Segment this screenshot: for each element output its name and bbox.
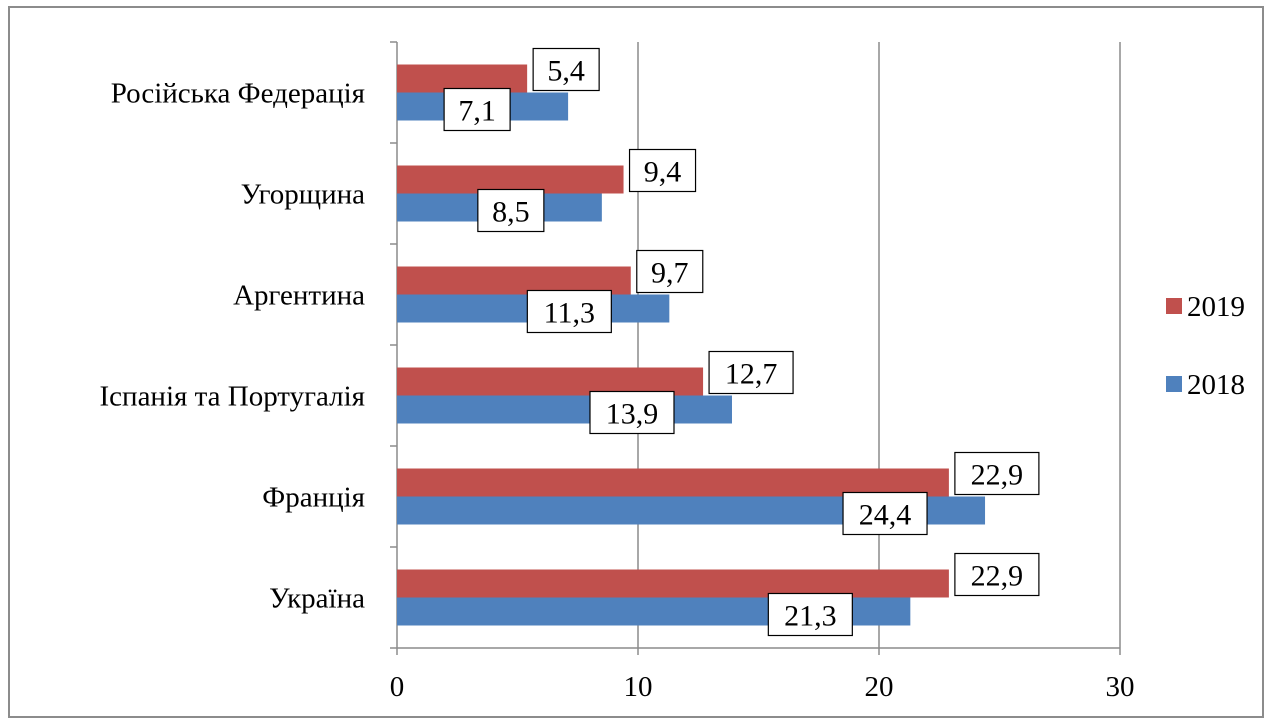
data-label-box-2018 [477, 188, 545, 233]
data-label-2019: 12,7 [725, 358, 778, 391]
bar-2019 [397, 165, 624, 194]
data-label-box-2018 [767, 592, 853, 637]
axes [390, 41, 1121, 655]
category-label: Російська Федерація [111, 78, 365, 110]
data-label-box-2019 [636, 249, 704, 294]
legend-swatch-2018 [1166, 376, 1182, 392]
data-label-box-2019 [954, 552, 1040, 597]
category-label: Франція [262, 482, 365, 514]
data-label-2018: 21,3 [784, 600, 837, 633]
category-label: Аргентина [233, 280, 365, 312]
bar-2018 [397, 395, 732, 424]
data-label-box-2019 [954, 451, 1040, 496]
data-label-2019: 9,4 [644, 156, 682, 189]
data-label-2018: 8,5 [492, 196, 530, 229]
bar-2019 [397, 64, 528, 93]
data-label-box-2019 [532, 47, 600, 92]
x-tick-label: 30 [1106, 671, 1135, 703]
data-label-box-2019 [628, 148, 697, 193]
gridlines [637, 42, 1121, 648]
data-label-2019: 5,4 [547, 55, 585, 88]
bars [397, 64, 986, 626]
data-label-2019: 22,9 [971, 560, 1024, 593]
legend-label-2018: 2018 [1187, 369, 1245, 401]
x-tick-label: 0 [390, 671, 405, 703]
category-label: Іспанія та Португалія [100, 381, 365, 413]
bar-2019 [397, 266, 631, 295]
data-label-2018: 13,9 [606, 398, 659, 431]
data-label-box-2018 [526, 289, 612, 334]
bar-2019 [397, 468, 949, 497]
x-tick-labels: 0 10 20 30 [390, 671, 1135, 703]
data-label-box-2018 [842, 491, 928, 536]
legend-label-2019: 2019 [1187, 291, 1245, 323]
category-label: Угорщина [241, 179, 366, 211]
category-label: Україна [269, 583, 365, 615]
category-labels: Російська Федерація Угорщина Аргентина Іспа… [100, 78, 366, 615]
data-label-box-2018 [589, 390, 675, 435]
data-label-2019: 22,9 [971, 459, 1024, 492]
data-label-2019: 9,7 [651, 257, 689, 290]
data-label-box-2019 [708, 350, 794, 395]
data-labels: 5,4 7,1 9,4 8,5 9,7 11,3 12,7 13,9 22,9 24,4 22,9 2… [443, 47, 1040, 637]
bar-2019 [397, 569, 949, 598]
data-label-2018: 24,4 [859, 499, 912, 532]
x-tick-label: 20 [865, 671, 894, 703]
x-tick-label: 10 [624, 671, 653, 703]
data-label-2018: 11,3 [544, 297, 595, 330]
legend-swatch-2019 [1166, 298, 1182, 314]
data-label-2018: 7,1 [458, 95, 496, 128]
legend: 2019 2018 [1166, 291, 1245, 401]
data-label-box-2018 [443, 87, 511, 132]
bar-2019 [397, 367, 704, 396]
